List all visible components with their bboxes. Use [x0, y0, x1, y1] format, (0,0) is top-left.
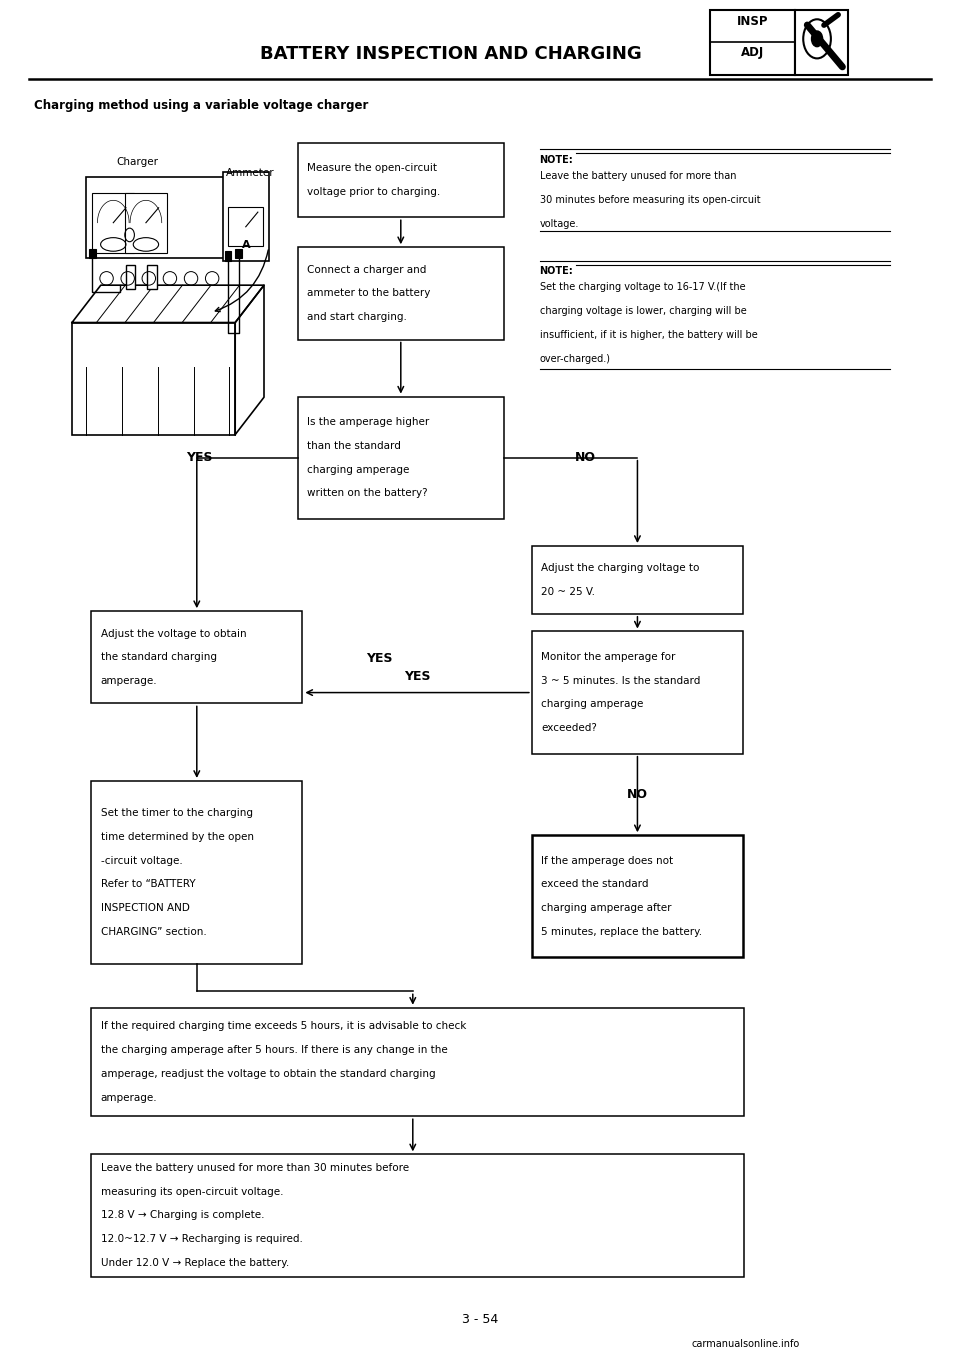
- Text: exceeded?: exceeded?: [541, 724, 597, 733]
- Text: If the amperage does not: If the amperage does not: [541, 856, 674, 865]
- Bar: [89, 249, 96, 258]
- Bar: [532, 835, 743, 957]
- Text: ammeter to the battery: ammeter to the battery: [307, 288, 431, 299]
- Text: Charger: Charger: [116, 158, 158, 167]
- Text: Leave the battery unused for more than 30 minutes before: Leave the battery unused for more than 3…: [101, 1162, 409, 1173]
- Text: over-charged.): over-charged.): [540, 354, 611, 364]
- Bar: [228, 208, 263, 246]
- Bar: [298, 143, 504, 217]
- Text: INSP: INSP: [737, 15, 768, 29]
- Bar: [91, 611, 302, 703]
- Text: insufficient, if it is higher, the battery will be: insufficient, if it is higher, the batte…: [540, 330, 757, 340]
- Text: measuring its open-circuit voltage.: measuring its open-circuit voltage.: [101, 1187, 283, 1196]
- Text: charging amperage: charging amperage: [307, 464, 410, 474]
- Bar: [86, 177, 245, 258]
- Bar: [710, 10, 795, 75]
- Text: 3 - 54: 3 - 54: [462, 1313, 498, 1327]
- Text: NO: NO: [627, 788, 648, 801]
- Text: NOTE:: NOTE:: [540, 266, 573, 276]
- Text: NOTE:: NOTE:: [540, 155, 573, 164]
- Text: amperage.: amperage.: [101, 676, 157, 686]
- Text: Charging method using a variable voltage charger: Charging method using a variable voltage…: [34, 99, 368, 113]
- Circle shape: [811, 31, 823, 46]
- Text: Adjust the voltage to obtain: Adjust the voltage to obtain: [101, 629, 247, 638]
- Text: 20 ~ 25 V.: 20 ~ 25 V.: [541, 587, 595, 596]
- Bar: [795, 10, 848, 75]
- Text: NO: NO: [575, 451, 596, 464]
- Text: amperage, readjust the voltage to obtain the standard charging: amperage, readjust the voltage to obtain…: [101, 1069, 436, 1078]
- Text: YES: YES: [366, 652, 393, 665]
- Text: Monitor the amperage for: Monitor the amperage for: [541, 652, 676, 661]
- Bar: [126, 265, 135, 289]
- Text: than the standard: than the standard: [307, 441, 401, 451]
- Text: -circuit voltage.: -circuit voltage.: [101, 856, 182, 865]
- Text: Set the timer to the charging: Set the timer to the charging: [101, 808, 252, 818]
- Bar: [298, 247, 504, 340]
- Text: Refer to “BATTERY: Refer to “BATTERY: [101, 880, 196, 889]
- Bar: [147, 265, 156, 289]
- Text: charging amperage: charging amperage: [541, 699, 644, 709]
- Bar: [125, 193, 167, 253]
- Text: Ammeter: Ammeter: [226, 168, 275, 178]
- Text: Connect a charger and: Connect a charger and: [307, 265, 426, 274]
- Bar: [225, 251, 231, 261]
- Text: exceed the standard: exceed the standard: [541, 880, 649, 889]
- Text: ADJ: ADJ: [741, 46, 764, 60]
- Text: carmanualsonline.info: carmanualsonline.info: [691, 1339, 800, 1350]
- Text: Under 12.0 V → Replace the battery.: Under 12.0 V → Replace the battery.: [101, 1258, 289, 1268]
- Text: and start charging.: and start charging.: [307, 312, 407, 322]
- Text: INSPECTION AND: INSPECTION AND: [101, 903, 190, 913]
- Text: 12.8 V → Charging is complete.: 12.8 V → Charging is complete.: [101, 1210, 264, 1221]
- Text: A: A: [242, 240, 250, 250]
- Bar: [532, 631, 743, 754]
- Text: Measure the open-circuit: Measure the open-circuit: [307, 163, 437, 172]
- Text: charging amperage after: charging amperage after: [541, 903, 672, 913]
- Text: Set the charging voltage to 16-17 V.(If the: Set the charging voltage to 16-17 V.(If …: [540, 282, 745, 292]
- Text: Is the amperage higher: Is the amperage higher: [307, 417, 429, 426]
- Text: charging voltage is lower, charging will be: charging voltage is lower, charging will…: [540, 307, 746, 316]
- Text: the standard charging: the standard charging: [101, 652, 217, 663]
- Text: 5 minutes, replace the battery.: 5 minutes, replace the battery.: [541, 928, 703, 937]
- Text: If the required charging time exceeds 5 hours, it is advisable to check: If the required charging time exceeds 5 …: [101, 1021, 467, 1031]
- Text: Leave the battery unused for more than: Leave the battery unused for more than: [540, 171, 736, 181]
- Bar: [223, 172, 269, 261]
- Text: 12.0~12.7 V → Recharging is required.: 12.0~12.7 V → Recharging is required.: [101, 1234, 302, 1244]
- Text: 30 minutes before measuring its open-circuit: 30 minutes before measuring its open-cir…: [540, 196, 760, 205]
- Text: time determined by the open: time determined by the open: [101, 832, 253, 842]
- Text: Adjust the charging voltage to: Adjust the charging voltage to: [541, 564, 700, 573]
- Text: 3 ~ 5 minutes. Is the standard: 3 ~ 5 minutes. Is the standard: [541, 676, 701, 686]
- Text: voltage.: voltage.: [540, 219, 579, 228]
- Text: YES: YES: [186, 451, 213, 464]
- Text: written on the battery?: written on the battery?: [307, 489, 428, 498]
- Bar: [92, 193, 134, 253]
- Text: voltage prior to charging.: voltage prior to charging.: [307, 187, 441, 197]
- Bar: [235, 249, 242, 258]
- Bar: [298, 397, 504, 519]
- Text: amperage.: amperage.: [101, 1093, 157, 1103]
- Bar: [91, 1008, 744, 1116]
- Bar: [532, 546, 743, 614]
- Text: YES: YES: [404, 669, 430, 683]
- Text: the charging amperage after 5 hours. If there is any change in the: the charging amperage after 5 hours. If …: [101, 1046, 447, 1055]
- Bar: [91, 781, 302, 964]
- Text: BATTERY INSPECTION AND CHARGING: BATTERY INSPECTION AND CHARGING: [260, 45, 642, 64]
- Bar: [91, 1154, 744, 1277]
- Text: CHARGING” section.: CHARGING” section.: [101, 928, 206, 937]
- Bar: [72, 322, 235, 435]
